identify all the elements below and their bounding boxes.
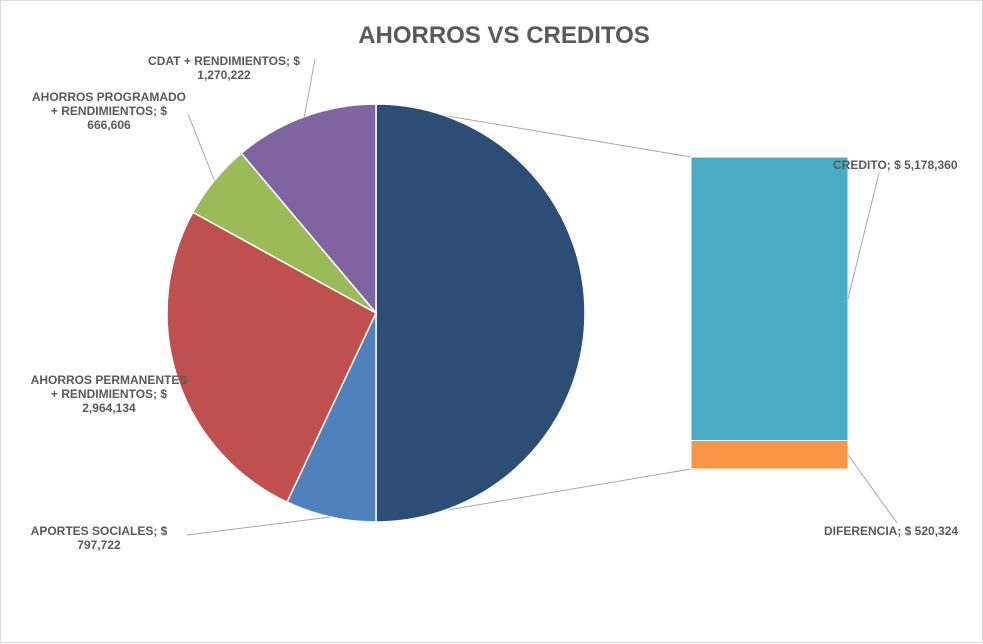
bar-label-1: DIFERENCIA; $ 520,324 [824,524,958,538]
slice-label-1: APORTES SOCIALES; $797,722 [31,524,168,552]
slice-leader-3 [187,113,215,181]
slice-leader-1 [186,516,331,536]
bar-segments [690,156,849,470]
pie-slice-4 [240,103,377,316]
data-labels: APORTES SOCIALES; $797,722 AHORROS PERMAN… [31,54,959,552]
slice-label-4: CDAT + RENDIMIENTOS; $1,270,222 [148,54,300,82]
slice-label-2: AHORROS PERMANENTES + RENDIMIENTOS; $2,96… [31,373,188,415]
slice-leader-4 [303,58,316,117]
pie-slices [166,103,586,523]
bar-leader-1 [847,454,898,524]
bar-label-0: CREDITO; $ 5,178,360 [833,158,958,172]
bar-leader-0 [847,172,880,299]
bar-segment-1 [690,440,849,470]
bar-segment-0 [690,156,849,442]
chart-title: AHORROS VS CREDITOS [358,22,650,49]
leader-lines [186,58,898,536]
pie-slice-composite [375,103,586,523]
slice-label-3: AHORROS PROGRAMADO + RENDIMIENTOS; $666,6… [32,90,186,132]
